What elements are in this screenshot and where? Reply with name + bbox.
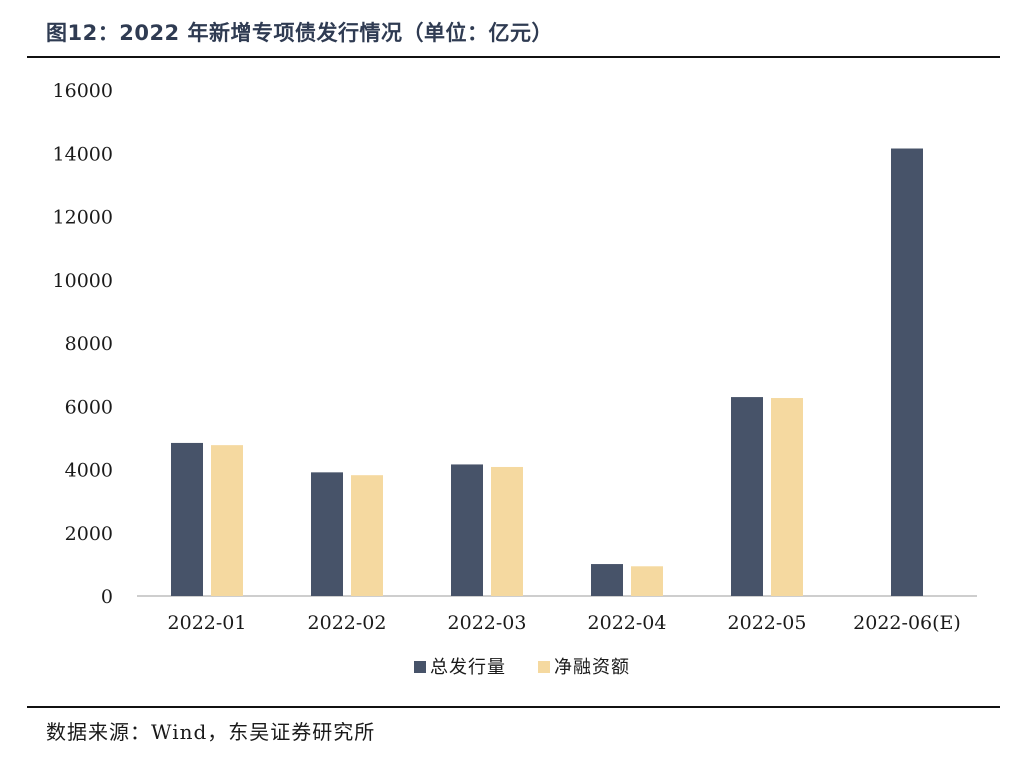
y-tick-label: 10000	[53, 270, 113, 292]
bar-total-issuance	[451, 464, 483, 596]
bar-chart: 0 2000 4000 6000 8000 10000 12000 14000 16000 202…	[53, 80, 977, 678]
bar-total-issuance	[311, 472, 343, 596]
y-tick-label: 0	[101, 586, 113, 608]
y-tick-label: 16000	[53, 80, 113, 102]
legend-swatch	[538, 661, 550, 673]
legend-label: 总发行量	[430, 657, 506, 678]
top-rule	[27, 56, 1000, 58]
x-tick-label: 2022-01	[168, 612, 247, 634]
x-tick-label: 2022-04	[588, 612, 667, 634]
bar-net-financing	[211, 445, 243, 596]
bar-net-financing	[631, 566, 663, 596]
bar-net-financing	[351, 475, 383, 596]
x-tick-label: 2022-02	[308, 612, 387, 634]
bar-net-financing	[771, 398, 803, 596]
y-tick-label: 12000	[53, 207, 113, 229]
bottom-rule	[27, 706, 1000, 708]
bar-total-issuance	[591, 564, 623, 596]
y-tick-label: 2000	[65, 523, 113, 545]
y-tick-label: 8000	[65, 333, 113, 355]
x-tick-label: 2022-03	[448, 612, 527, 634]
bar-total-issuance	[731, 397, 763, 596]
y-tick-label: 4000	[65, 460, 113, 482]
y-tick-label: 6000	[65, 396, 113, 418]
legend-swatch	[414, 661, 426, 673]
figure-title: 图12：2022 年新增专项债发行情况（单位：亿元）	[46, 21, 553, 45]
legend-label: 净融资额	[554, 657, 630, 678]
source-note: 数据来源：Wind，东吴证券研究所	[46, 720, 376, 744]
x-tick-label: 2022-05	[728, 612, 807, 634]
bar-total-issuance	[171, 442, 203, 596]
bar-total-issuance	[891, 148, 923, 596]
bar-net-financing	[491, 466, 523, 596]
x-tick-label: 2022-06(E)	[853, 612, 961, 634]
y-tick-label: 14000	[53, 143, 113, 165]
